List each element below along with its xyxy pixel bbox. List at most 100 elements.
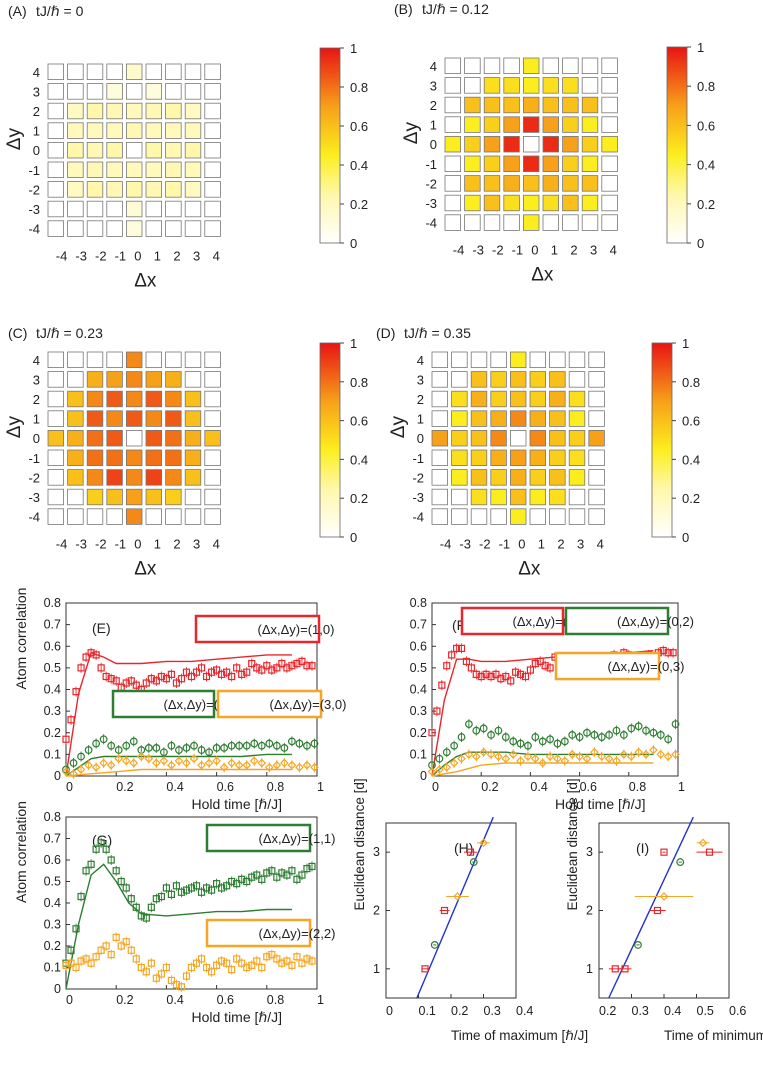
data-point	[62, 961, 70, 969]
heatmap-cell	[588, 371, 605, 388]
legend-label: (Δx,Δy)=(0,2)	[617, 614, 694, 629]
heatmap-cell	[431, 488, 449, 506]
y-tick-label: 0.5	[44, 661, 61, 675]
heatmap-cell	[562, 77, 579, 94]
legend-label: (Δx,Δy)=(0,3)	[608, 659, 685, 674]
heatmap-cell	[67, 161, 84, 179]
heatmap-cell	[588, 429, 605, 447]
y-axis-label: Δy	[388, 416, 409, 439]
heatmap-cell	[470, 449, 488, 467]
data-point	[273, 664, 281, 672]
x-tick-label: 0.3	[632, 1004, 649, 1018]
heatmap-cell	[204, 390, 221, 408]
heatmap-cell	[549, 410, 566, 427]
scatter-panel: 1 2 3 0.2 0.3 0.4 0.5 0.6 Time of minimum [ℏ/J] E…	[565, 778, 763, 1043]
data-point	[308, 662, 316, 670]
heatmap-cell	[126, 390, 143, 408]
heatmap-cell	[165, 429, 182, 447]
data-point	[705, 848, 714, 856]
heatmap-cell	[165, 390, 182, 408]
data-point	[257, 741, 266, 750]
heatmap-cell	[165, 488, 182, 506]
data-point	[450, 741, 459, 750]
data-point	[162, 675, 170, 683]
heatmap-cell	[549, 508, 566, 525]
y-tick-label: 0.7	[410, 618, 427, 632]
heatmap-cell	[451, 488, 468, 506]
data-point	[512, 668, 520, 676]
heatmap-cell	[470, 351, 488, 369]
data-point	[590, 731, 599, 739]
heatmap-cell	[165, 181, 182, 198]
heatmap-cell	[126, 429, 143, 447]
data-point	[263, 953, 271, 961]
colorbar-tick-label: 0.2	[682, 491, 700, 506]
legend-box	[554, 651, 661, 681]
heatmap-cell	[549, 429, 566, 447]
data-point	[676, 858, 685, 866]
heatmap-cell	[490, 488, 507, 506]
y-axis-label: Euclidean distance [d]	[352, 778, 367, 910]
data-point	[560, 737, 569, 746]
heatmap-cell	[503, 155, 520, 173]
heatmap-cell	[126, 122, 143, 139]
data-point	[449, 758, 459, 768]
data-point	[501, 733, 510, 741]
heatmap-cell	[204, 161, 221, 179]
data-point	[508, 750, 518, 759]
panel-label: (C)	[8, 325, 27, 341]
heatmap-cell	[523, 135, 540, 153]
heatmap-cell	[145, 122, 163, 139]
heatmap-cell	[165, 141, 182, 159]
data-point	[660, 848, 668, 856]
colorbar-tick-label: 1	[350, 41, 357, 56]
x-tick-label: 0.4	[166, 780, 183, 794]
heatmap-cell	[470, 390, 488, 408]
colorbar-tick-label: 1	[697, 40, 704, 55]
data-point	[590, 747, 599, 757]
data-point	[182, 886, 191, 894]
data-point	[582, 754, 592, 764]
x-axis-label: Hold time [ℏ/J]	[192, 1009, 283, 1025]
data-point	[167, 760, 176, 770]
heatmap-cell	[431, 351, 449, 369]
heatmap-cell	[470, 508, 488, 525]
x-axis-label: Δx	[134, 558, 157, 579]
data-point	[604, 754, 614, 764]
y-tick-label: 2	[586, 904, 593, 918]
data-point	[223, 668, 231, 676]
x-tick-label: 3	[193, 536, 200, 551]
heatmap-cell	[509, 429, 527, 447]
heatmap-cell	[431, 508, 449, 525]
y-tick-label: -1	[28, 163, 40, 178]
heatmap-cell	[106, 469, 123, 486]
data-point	[182, 668, 191, 676]
heatmap-cell	[451, 410, 468, 427]
data-point	[492, 670, 500, 678]
heatmap-cell	[601, 175, 618, 192]
heatmap-cell	[145, 488, 163, 506]
data-point	[663, 752, 673, 761]
x-tick-label: -1	[115, 248, 127, 263]
data-point	[546, 664, 554, 672]
heatmap-cell	[581, 57, 599, 75]
data-point	[129, 737, 138, 746]
data-point	[421, 965, 429, 973]
heatmap-cell	[483, 214, 501, 231]
heatmap-cell	[444, 155, 462, 173]
fit-line	[608, 816, 694, 999]
data-point	[62, 735, 70, 743]
x-tick-label: 1	[317, 780, 324, 794]
heatmap-cell	[86, 181, 104, 198]
heatmap-cell	[568, 488, 586, 506]
heatmap-cell	[47, 200, 65, 218]
y-tick-label: -3	[425, 196, 437, 211]
data-point	[122, 679, 130, 687]
heatmap-cell	[67, 469, 84, 486]
heatmap-cell	[126, 200, 143, 218]
heatmap-cell	[67, 390, 84, 408]
heatmap-cell	[490, 410, 507, 427]
data-point	[443, 662, 451, 670]
y-axis-label: Δy	[401, 122, 422, 145]
